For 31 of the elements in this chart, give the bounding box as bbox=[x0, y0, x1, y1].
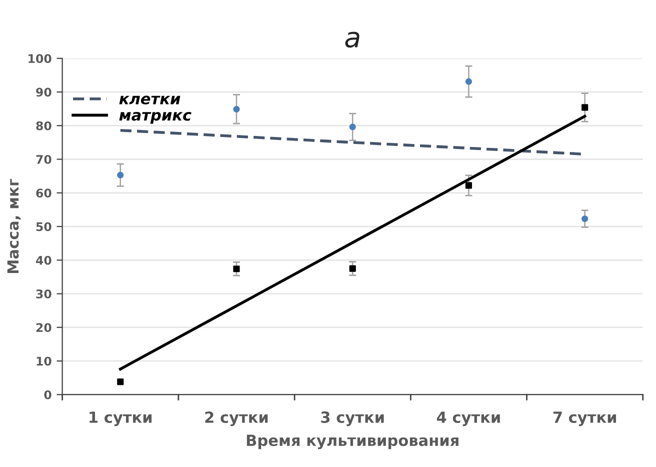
legend-label: клетки bbox=[119, 96, 180, 104]
y-tick-label: 40 bbox=[36, 256, 52, 265]
point bbox=[233, 106, 240, 112]
y-axis-title: Масса, мкг bbox=[7, 178, 21, 274]
y-tick-label: 50 bbox=[36, 222, 52, 232]
y-tick-label: 10 bbox=[36, 356, 52, 366]
y-tick-label: 30 bbox=[36, 289, 52, 298]
point bbox=[465, 182, 472, 189]
y-tick-label: 70 bbox=[36, 154, 52, 164]
point bbox=[465, 78, 472, 85]
chart-title: а bbox=[345, 32, 360, 48]
y-tick-label: 0 bbox=[44, 390, 52, 400]
y-tick-label: 20 bbox=[36, 323, 52, 332]
y-tick-label: 60 bbox=[36, 188, 52, 198]
x-tick-label: 4 сутки bbox=[436, 412, 500, 426]
point bbox=[117, 172, 124, 178]
x-tick-label: 3 сутки bbox=[321, 411, 384, 426]
point bbox=[582, 104, 588, 111]
point bbox=[349, 124, 356, 130]
x-tick-label: 2 сутки bbox=[205, 411, 268, 426]
x-axis-title: Время культивирования bbox=[246, 434, 458, 450]
y-tick-label: 100 bbox=[28, 54, 52, 64]
point bbox=[117, 378, 124, 386]
point bbox=[233, 266, 240, 272]
y-tick-label: 90 bbox=[36, 88, 52, 97]
point bbox=[349, 265, 356, 272]
x-tick-label: 7 сутки bbox=[553, 412, 616, 426]
y-tick-label: 80 bbox=[36, 121, 52, 130]
legend-label: матрикс bbox=[119, 112, 192, 124]
point bbox=[582, 215, 588, 222]
x-tick-label: 1 сутки bbox=[90, 412, 152, 426]
